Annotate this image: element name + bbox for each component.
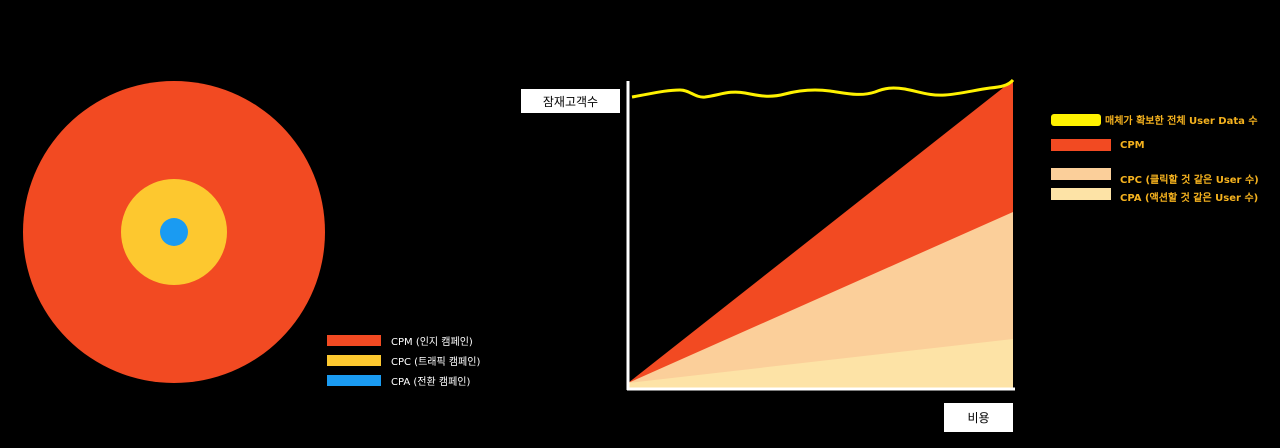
funnel-legend-label: CPC (트래픽 캠페인)	[391, 356, 481, 368]
total-user-data-line	[631, 78, 1015, 99]
cpc-area	[628, 212, 1013, 383]
cpa-area-swatch	[1051, 187, 1111, 200]
legend-cpc: CPC (클릭할 것 같은 User 수)	[1051, 166, 1259, 186]
legend-cpa: CPA (액션할 것 같은 User 수)	[1051, 186, 1259, 204]
funnel-legend-cpa: CPA (전환 캠페인)	[327, 370, 480, 390]
cpm-area-swatch	[1051, 139, 1111, 151]
chart-legend-label: CPC (클릭할 것 같은 User 수)	[1120, 175, 1259, 186]
funnel-legend-cpc: CPC (트래픽 캠페인)	[327, 350, 480, 370]
cpc-swatch	[327, 354, 381, 366]
funnel-legend-cpm: CPM (인지 캠페인)	[327, 330, 480, 350]
funnel-legend-label: CPM (인지 캠페인)	[391, 336, 473, 348]
cpm-swatch	[327, 334, 381, 346]
cpa-dot	[160, 218, 188, 246]
x-axis-label: 비용	[944, 403, 1013, 432]
cpa-swatch	[327, 374, 381, 386]
chart-legend-label: CPM	[1120, 139, 1145, 151]
funnel-legend-label: CPA (전환 캠페인)	[391, 376, 471, 388]
funnel-legend: CPM (인지 캠페인) CPC (트래픽 캠페인) CPA (전환 캠페인)	[327, 330, 480, 390]
cpc-area-swatch	[1051, 167, 1111, 180]
legend-cpm: CPM	[1051, 139, 1145, 151]
total-line-swatch	[1051, 113, 1101, 126]
y-axis-label: 잠재고객수	[521, 89, 620, 113]
cpa-area	[628, 339, 1013, 388]
chart-legend-label: 매체가 확보한 전체 User Data 수	[1105, 116, 1258, 127]
legend-total-user-data: 매체가 확보한 전체 User Data 수	[1051, 112, 1258, 127]
chart-legend-label: CPA (액션할 것 같은 User 수)	[1120, 193, 1259, 204]
